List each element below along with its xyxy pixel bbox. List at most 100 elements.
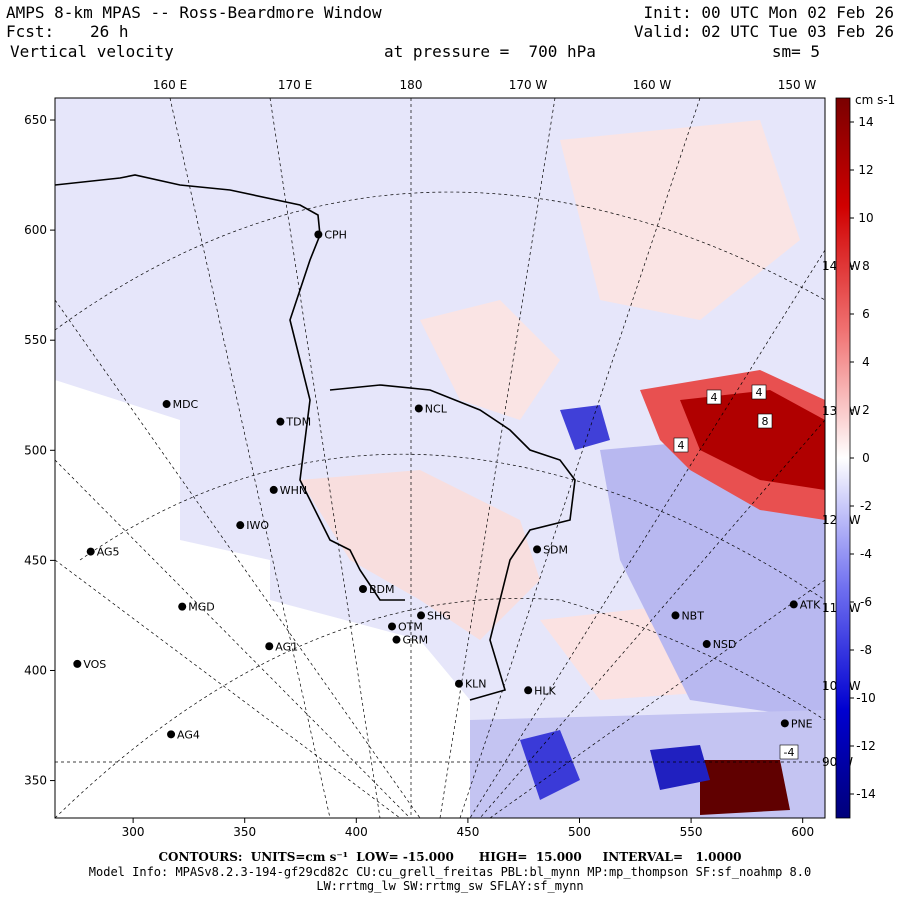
station-label-nsd: NSD	[713, 638, 737, 651]
station-label-sdm: SDM	[543, 543, 568, 556]
station-pne	[780, 719, 789, 728]
plot-title: AMPS 8-km MPAS -- Ross-Beardmore Window	[6, 3, 382, 22]
x-tick-label-0: 300	[122, 825, 145, 839]
station-iwo	[236, 521, 245, 530]
station-label-mdc: MDC	[173, 398, 199, 411]
station-mdc	[162, 400, 171, 409]
init-time: Init: 00 UTC Mon 02 Feb 26	[643, 3, 894, 22]
pressure-level: at pressure = 700 hPa	[384, 42, 596, 61]
x-axis: 300 350 400 450 500 550 600	[122, 818, 814, 839]
lon-label-top-0: 160 E	[153, 78, 187, 92]
y-tick-label-1: 400	[24, 663, 47, 677]
colorbar-tick-label-10: -6	[860, 595, 872, 609]
colorbar-tick-label-13: -12	[856, 739, 876, 753]
colorbar-tick-label-12: -10	[856, 691, 876, 705]
station-shg	[417, 611, 426, 620]
y-tick-label-4: 550	[24, 333, 47, 347]
colorbar-tick-label-7: 0	[862, 451, 870, 465]
x-tick-label-2: 400	[345, 825, 368, 839]
station-label-ncl: NCL	[425, 402, 448, 415]
station-label-kln: KLN	[465, 678, 487, 691]
colorbar-tick-label-3: 8	[862, 259, 870, 273]
station-label-iwo: IWO	[246, 519, 269, 532]
station-label-ag5: AG5	[97, 546, 120, 559]
colorbar-tick-label-2: 10	[858, 211, 873, 225]
station-sdm	[533, 545, 542, 554]
contour-label-1: 4	[711, 391, 718, 404]
forecast-label: Fcst:	[6, 22, 55, 41]
contour-label-4: 4	[678, 439, 685, 452]
station-atk	[789, 600, 798, 609]
y-axis: 350 400 450 500 550 600 650	[24, 113, 55, 788]
station-mgd	[178, 602, 187, 611]
x-tick-label-1: 350	[233, 825, 256, 839]
station-label-hlk: HLK	[534, 684, 556, 697]
station-label-ag1: AG1	[275, 640, 298, 653]
colorbar-tick-label-5: 4	[862, 355, 870, 369]
forecast-value: 26 h	[90, 22, 129, 41]
colorbar-tick-label-1: 12	[858, 163, 873, 177]
station-bdm	[359, 585, 367, 594]
top-longitude-labels: 160 E 170 E 180 170 W 160 W 150 W	[153, 78, 817, 92]
station-label-tdm: TDM	[285, 416, 311, 429]
contour-labels: 4 4 8 4 -4	[673, 384, 799, 760]
station-label-shg: SHG	[427, 609, 451, 622]
coastline	[55, 174, 576, 701]
smoothing: sm= 5	[771, 42, 820, 61]
station-label-vos: VOS	[83, 658, 106, 671]
station-label-nbt: NBT	[681, 609, 704, 622]
station-label-pne: PNE	[791, 717, 813, 730]
station-label-grm: GRM	[402, 634, 428, 647]
colorbar-ticks: 14 12 10 8 6 4 2 0 -2 -4 -6 -8 -10 -12 -14	[850, 115, 876, 801]
field-shading	[55, 98, 825, 818]
station-nbt	[671, 611, 680, 620]
station-label-ag4: AG4	[177, 728, 200, 741]
colorbar-tick-label-4: 6	[862, 307, 870, 321]
x-tick-label-3: 450	[456, 825, 479, 839]
colorbar-tick-label-9: -4	[860, 547, 872, 561]
plot-frame	[54, 97, 826, 819]
y-tick-label-5: 600	[24, 223, 47, 237]
station-nsd	[702, 640, 711, 649]
station-grm	[392, 635, 401, 644]
lon-label-top-4: 160 W	[633, 78, 672, 92]
station-label-otm: OTM	[398, 620, 423, 633]
station-label-cph: CPH	[324, 229, 347, 242]
station-vos	[73, 659, 82, 668]
x-tick-label-6: 600	[791, 825, 814, 839]
colorbar-tick-label-0: 14	[858, 115, 873, 129]
colorbar-tick-label-8: -2	[860, 499, 872, 513]
model-info-2: LW:rrtmg_lw SW:rrtmg_sw SFLAY:sf_mynn	[316, 879, 584, 893]
station-tdm	[276, 417, 285, 426]
colorbar-tick-label-6: 2	[862, 403, 870, 417]
y-tick-label-2: 450	[24, 553, 47, 567]
x-tick-label-4: 500	[568, 825, 591, 839]
x-tick-label-5: 550	[680, 825, 703, 839]
contour-info: CONTOURS: UNITS=cm s⁻¹ LOW= -15.000 HIGH…	[158, 850, 742, 864]
colorbar-tick-label-14: -14	[856, 787, 876, 801]
station-hlk	[524, 686, 533, 695]
graticule	[55, 98, 825, 818]
station-ncl	[414, 404, 423, 413]
lon-label-top-3: 170 W	[509, 78, 548, 92]
station-ag1	[265, 642, 274, 651]
y-tick-label-6: 650	[24, 113, 47, 127]
station-ag4	[167, 730, 176, 739]
lon-label-top-5: 150 W	[778, 78, 817, 92]
station-kln	[454, 679, 463, 688]
station-ag5	[86, 547, 95, 556]
valid-time: Valid: 02 UTC Tue 03 Feb 26	[633, 22, 894, 41]
y-tick-label-3: 500	[24, 443, 47, 457]
contour-label-5: -4	[784, 746, 795, 759]
station-label-mgd: MGD	[188, 601, 215, 614]
station-label-bdm: BDM	[369, 583, 395, 596]
y-tick-label-0: 350	[24, 774, 47, 788]
station-label-atk: ATK	[800, 598, 821, 611]
lon-label-top-1: 170 E	[278, 78, 312, 92]
colorbar	[835, 97, 851, 819]
model-info: Model Info: MPASv8.2.3-194-gf29cd82c CU:…	[88, 865, 812, 879]
lon-label-top-2: 180	[400, 78, 423, 92]
station-label-whn: WHN	[280, 484, 307, 497]
